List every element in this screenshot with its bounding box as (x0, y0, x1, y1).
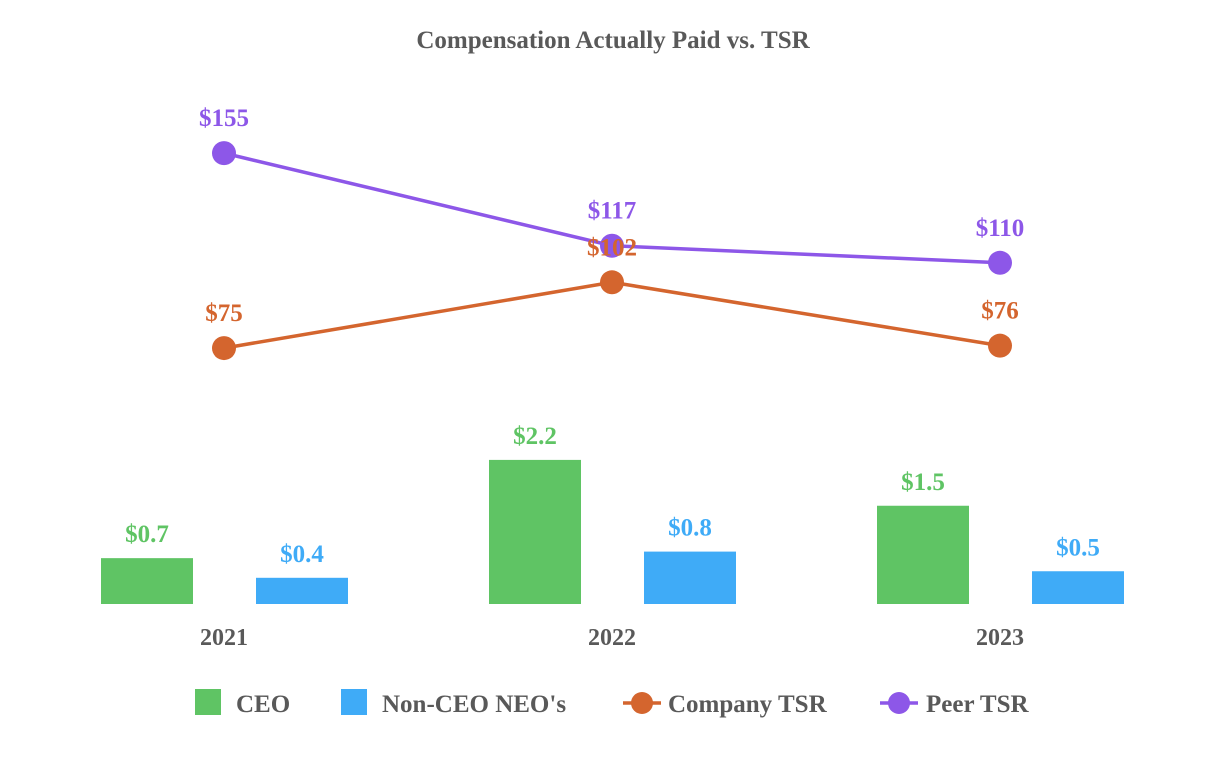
bar-non-ceo-neo-s-2021 (256, 577, 348, 604)
data-label-non-ceo-neo-s-2021: $0.4 (280, 541, 324, 568)
data-labels-layer: $0.7 $2.2 $1.5 $0.4 $0.8 $0.5 $75 $102 $76 $155 $1… (125, 105, 1100, 568)
data-label-company-tsr-2022: $102 (587, 234, 637, 261)
legend-marker-company-tsr (631, 692, 653, 714)
point-company-tsr-2021 (212, 336, 236, 361)
legend-item-company-tsr: Company TSR (623, 691, 828, 718)
x-tick-2021: 2021 (200, 625, 248, 651)
bar-ceo-2021 (101, 558, 193, 604)
bars-layer (101, 459, 1124, 604)
legend-label-company-tsr: Company TSR (668, 691, 828, 718)
data-label-peer-tsr-2023: $110 (976, 215, 1025, 242)
data-label-ceo-2022: $2.2 (513, 423, 557, 450)
data-label-company-tsr-2021: $75 (205, 300, 243, 327)
data-label-non-ceo-neo-s-2023: $0.5 (1056, 534, 1100, 561)
data-label-peer-tsr-2022: $117 (588, 198, 637, 225)
point-company-tsr-2023 (988, 333, 1012, 358)
legend-label-peer-tsr: Peer TSR (926, 691, 1029, 718)
legend-label-ceo: CEO (236, 691, 290, 718)
point-peer-tsr-2022 (600, 233, 624, 258)
data-label-peer-tsr-2021: $155 (199, 105, 249, 132)
x-tick-2022: 2022 (588, 625, 636, 651)
legend: CEO Non-CEO NEO's Company TSR Peer TSR (195, 689, 1029, 718)
x-tick-2023: 2023 (976, 625, 1024, 651)
legend-marker-peer-tsr (888, 692, 910, 714)
point-company-tsr-2022 (600, 270, 624, 295)
chart-title: Compensation Actually Paid vs. TSR (416, 27, 810, 54)
legend-swatch-ceo (195, 689, 221, 715)
data-label-ceo-2023: $1.5 (901, 469, 945, 496)
data-label-company-tsr-2023: $76 (981, 298, 1019, 325)
legend-item-peer-tsr: Peer TSR (880, 691, 1029, 718)
legend-swatch-non-ceo-neo-s (341, 689, 367, 715)
data-label-non-ceo-neo-s-2022: $0.8 (668, 515, 712, 542)
bar-ceo-2022 (489, 459, 581, 604)
x-axis-ticks: 2021 2022 2023 (200, 625, 1024, 651)
legend-label-non-ceo-neo-s: Non-CEO NEO's (382, 691, 566, 718)
data-label-ceo-2021: $0.7 (125, 521, 169, 548)
legend-item-ceo: CEO (195, 689, 290, 718)
bar-non-ceo-neo-s-2022 (644, 551, 736, 604)
bar-non-ceo-neo-s-2023 (1032, 571, 1124, 604)
lines-layer (212, 141, 1012, 361)
point-peer-tsr-2021 (212, 141, 236, 166)
legend-item-non-ceo-neo-s: Non-CEO NEO's (341, 689, 566, 718)
bar-ceo-2023 (877, 505, 969, 604)
point-peer-tsr-2023 (988, 250, 1012, 275)
